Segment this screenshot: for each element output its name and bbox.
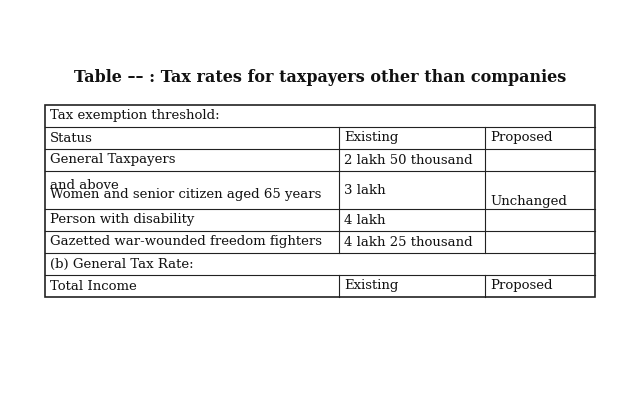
Text: 2 lakh 50 thousand: 2 lakh 50 thousand	[344, 154, 473, 166]
Text: 4 lakh: 4 lakh	[344, 214, 386, 226]
Text: (b) General Tax Rate:: (b) General Tax Rate:	[50, 258, 194, 270]
Text: Unchanged: Unchanged	[490, 194, 567, 208]
Text: Status: Status	[50, 132, 93, 144]
Text: Person with disability: Person with disability	[50, 214, 195, 226]
Text: 4 lakh 25 thousand: 4 lakh 25 thousand	[344, 236, 473, 248]
Text: Proposed: Proposed	[490, 280, 552, 292]
Text: and above: and above	[50, 179, 119, 192]
Bar	[45, 105, 595, 297]
Text: Gazetted war-wounded freedom fighters: Gazetted war-wounded freedom fighters	[50, 236, 322, 248]
Text: Total Income: Total Income	[50, 280, 137, 292]
Text: 3 lakh: 3 lakh	[344, 184, 386, 196]
Text: Existing: Existing	[344, 132, 399, 144]
Text: Existing: Existing	[344, 280, 399, 292]
Text: Proposed: Proposed	[490, 132, 552, 144]
Text: Tax exemption threshold:: Tax exemption threshold:	[50, 110, 220, 122]
Text: General Taxpayers: General Taxpayers	[50, 154, 175, 166]
Text: Table –– : Tax rates for taxpayers other than companies: Table –– : Tax rates for taxpayers other…	[74, 70, 566, 86]
Text: Women and senior citizen aged 65 years: Women and senior citizen aged 65 years	[50, 188, 321, 201]
